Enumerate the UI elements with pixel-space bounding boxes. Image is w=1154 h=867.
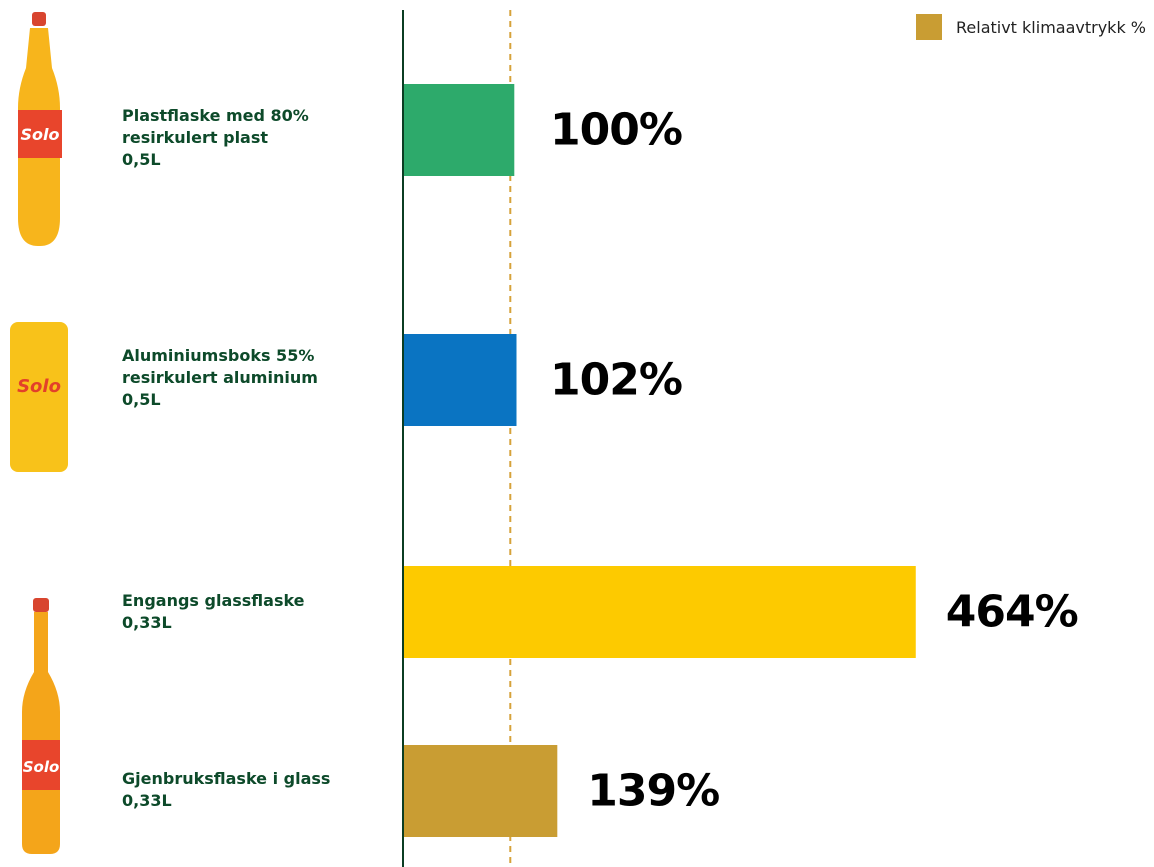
category-label: Engangs glassflaske 0,33L (122, 591, 305, 632)
value-label: 102% (550, 354, 683, 406)
svg-text:Solo: Solo (23, 758, 60, 776)
value-label: 100% (550, 104, 683, 156)
plastic-bottle: Solo (18, 12, 62, 246)
legend-label: Relativt klimaavtrykk % (956, 17, 1146, 37)
legend: Relativt klimaavtrykk % (916, 14, 1146, 40)
legend-swatch (916, 14, 942, 40)
bar (404, 84, 515, 176)
bar (404, 334, 517, 426)
category-label: Aluminiumsboks 55% resirkulert aluminium… (122, 346, 318, 409)
category-label: Plastflaske med 80% resirkulert plast 0,… (122, 106, 309, 169)
svg-text:Solo: Solo (21, 125, 60, 144)
svg-text:Solo: Solo (17, 376, 61, 397)
glass-bottle: Solo (22, 598, 60, 854)
category-label: Gjenbruksflaske i glass 0,33L (122, 769, 331, 810)
bar (404, 566, 916, 658)
can: Solo (10, 322, 68, 472)
value-label: 464% (945, 586, 1079, 638)
value-label: 139% (587, 765, 720, 817)
bar (404, 745, 558, 837)
